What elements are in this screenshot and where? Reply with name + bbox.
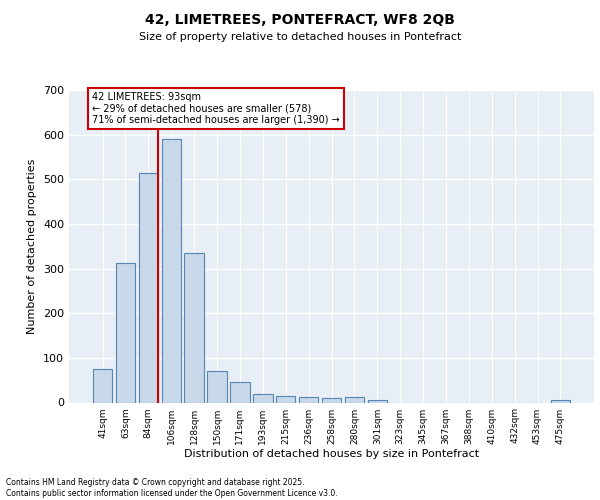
Bar: [551, 400, 570, 402]
Text: Size of property relative to detached houses in Pontefract: Size of property relative to detached ho…: [139, 32, 461, 42]
Bar: [161, 139, 181, 402]
Bar: [93, 369, 112, 402]
Bar: [299, 397, 319, 402]
Bar: [344, 397, 364, 402]
Bar: [276, 396, 295, 402]
Bar: [139, 172, 158, 402]
Bar: [322, 398, 341, 402]
Text: 42, LIMETREES, PONTEFRACT, WF8 2QB: 42, LIMETREES, PONTEFRACT, WF8 2QB: [145, 12, 455, 26]
Bar: [208, 371, 227, 402]
Y-axis label: Number of detached properties: Number of detached properties: [28, 158, 37, 334]
Bar: [253, 394, 272, 402]
Bar: [368, 400, 387, 402]
Text: 42 LIMETREES: 93sqm
← 29% of detached houses are smaller (578)
71% of semi-detac: 42 LIMETREES: 93sqm ← 29% of detached ho…: [92, 92, 340, 126]
Bar: [116, 263, 135, 402]
X-axis label: Distribution of detached houses by size in Pontefract: Distribution of detached houses by size …: [184, 450, 479, 460]
Bar: [184, 253, 204, 402]
Bar: [230, 382, 250, 402]
Text: Contains HM Land Registry data © Crown copyright and database right 2025.
Contai: Contains HM Land Registry data © Crown c…: [6, 478, 338, 498]
